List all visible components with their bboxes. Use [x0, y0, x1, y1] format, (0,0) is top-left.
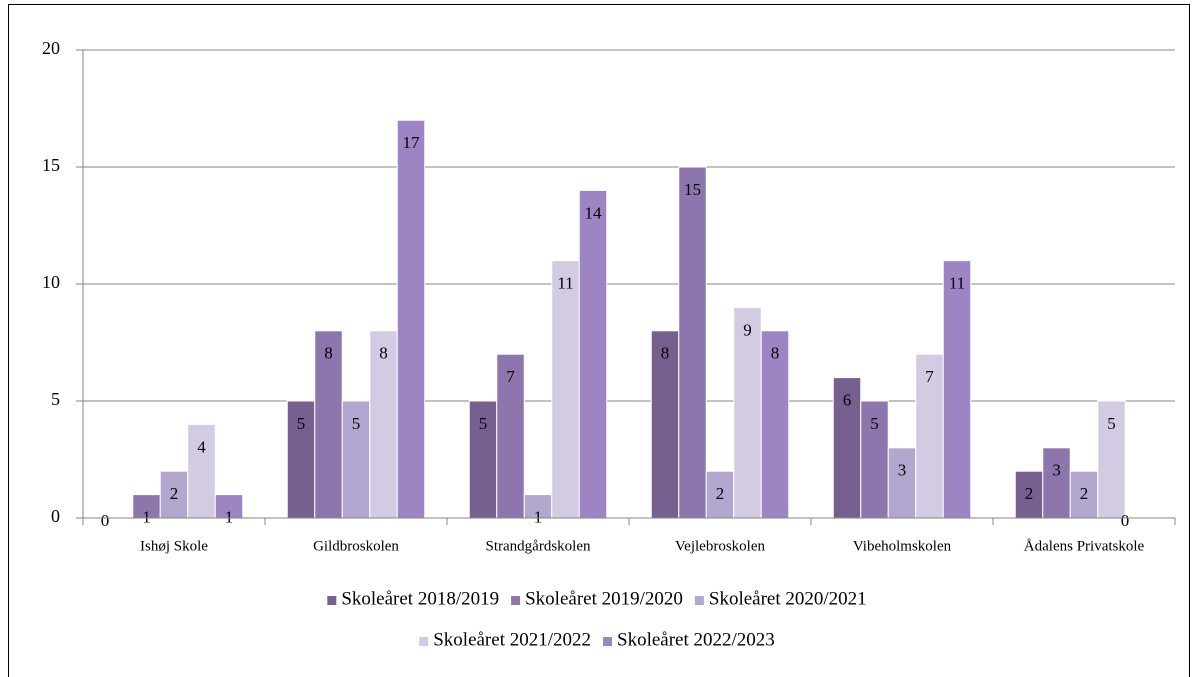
data-label: 2	[716, 484, 725, 503]
x-tick-label: Strandgårdskolen	[486, 538, 591, 554]
bar	[1097, 400, 1126, 519]
bar	[678, 166, 707, 519]
bar	[286, 400, 316, 519]
legend-label: Skoleåret 2018/2019	[341, 588, 499, 609]
legend-label: Skoleåret 2022/2023	[617, 629, 775, 650]
y-tick-label: 20	[42, 38, 60, 58]
y-tick-label: 5	[51, 389, 60, 409]
data-label: 15	[684, 180, 701, 199]
legend-swatch	[694, 596, 704, 605]
legend-swatch	[419, 637, 429, 646]
data-label: 11	[557, 274, 573, 293]
legend-swatch	[511, 596, 521, 605]
bar	[760, 330, 790, 519]
y-tick-label: 0	[51, 506, 60, 526]
data-label: 8	[324, 344, 333, 363]
data-label: 11	[949, 274, 965, 293]
bar	[578, 189, 608, 519]
data-label: 7	[925, 367, 934, 386]
legend-label: Skoleåret 2019/2020	[525, 588, 683, 609]
frame	[8, 4, 1190, 677]
data-label: 8	[661, 344, 670, 363]
data-label: 7	[506, 367, 515, 386]
legend-label: Skoleåret 2021/2022	[433, 629, 591, 650]
data-label: 0	[1121, 511, 1130, 530]
data-label: 5	[352, 414, 361, 433]
bar	[650, 330, 680, 519]
data-label: 5	[297, 414, 306, 433]
data-label: 0	[101, 511, 110, 530]
bar	[1042, 447, 1071, 519]
legend-label: Skoleåret 2020/2021	[709, 588, 867, 609]
x-tick-label: Vejlebroskolen	[675, 538, 765, 554]
y-tick-label: 15	[42, 155, 60, 175]
x-tick-label: Ishøj Skole	[140, 538, 208, 554]
data-label: 5	[479, 414, 488, 433]
data-label: 2	[1080, 484, 1089, 503]
data-label: 8	[379, 344, 388, 363]
data-label: 9	[743, 320, 752, 339]
bar	[1069, 470, 1099, 519]
bar	[396, 119, 426, 519]
data-label: 5	[870, 414, 879, 433]
bar	[551, 260, 580, 519]
x-tick-label: Gildbroskolen	[313, 538, 399, 554]
bar	[942, 260, 972, 519]
x-tick-label: Vibeholmskolen	[853, 538, 952, 554]
data-label: 6	[843, 391, 852, 410]
data-label: 3	[1052, 461, 1061, 480]
data-label: 2	[170, 484, 179, 503]
data-label: 4	[197, 437, 206, 456]
data-label: 5	[1107, 414, 1116, 433]
data-label: 1	[225, 508, 234, 527]
data-label: 1	[142, 508, 151, 527]
data-label: 14	[585, 203, 603, 222]
bar	[887, 447, 917, 519]
legend-swatch	[603, 637, 612, 646]
legend-swatch	[327, 596, 337, 605]
data-label: 3	[898, 461, 907, 480]
bar	[733, 306, 762, 519]
bar	[705, 470, 735, 519]
bar	[496, 353, 525, 519]
data-label: 1	[534, 508, 543, 527]
data-label: 8	[771, 344, 780, 363]
bar	[832, 377, 862, 519]
data-label: 2	[1025, 484, 1034, 503]
data-label: 17	[403, 133, 421, 152]
bar	[159, 470, 189, 519]
bar	[915, 353, 944, 519]
y-tick-label: 10	[42, 272, 60, 292]
bar	[187, 423, 216, 519]
x-tick-label: Ådalens Privatskole	[1024, 538, 1145, 554]
